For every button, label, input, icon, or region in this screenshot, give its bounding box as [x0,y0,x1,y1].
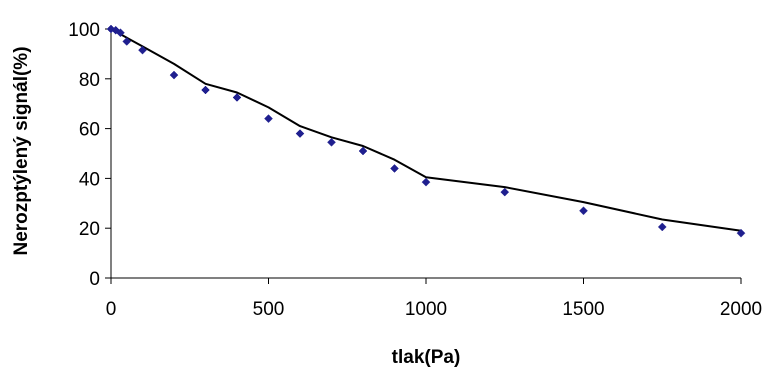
data-point [264,114,273,123]
y-tick-label: 20 [79,219,100,240]
trend-line [110,28,742,232]
x-tick-label: 1000 [405,299,447,320]
data-point [122,37,132,46]
x-tick-label: 1500 [562,299,604,320]
data-point [327,137,336,147]
y-tick-label: 40 [79,169,100,190]
y-tick-label: 0 [89,269,100,290]
data-point [579,206,588,216]
y-tick-label: 80 [79,70,100,91]
y-axis-title: Nerozptýlený signál(%) [11,46,32,255]
data-point [169,70,179,80]
x-axis-title: tlak(Pa) [392,347,461,368]
data-point [657,222,667,232]
data-point [138,45,147,55]
data-point [421,177,431,187]
data-point [232,93,242,102]
data-point [201,85,210,95]
trend-line-layer [110,28,742,232]
data-point [295,129,305,138]
data-point [736,228,746,238]
data-point [500,187,510,197]
data-points-layer [106,24,746,238]
data-point [116,28,125,38]
y-tick-label: 100 [68,20,100,41]
y-tick-label: 60 [79,120,100,141]
x-tick-label: 0 [106,299,117,320]
x-tick-label: 500 [253,299,285,320]
data-point [390,164,399,173]
data-point [358,146,368,156]
x-tick-label: 2000 [720,299,762,320]
